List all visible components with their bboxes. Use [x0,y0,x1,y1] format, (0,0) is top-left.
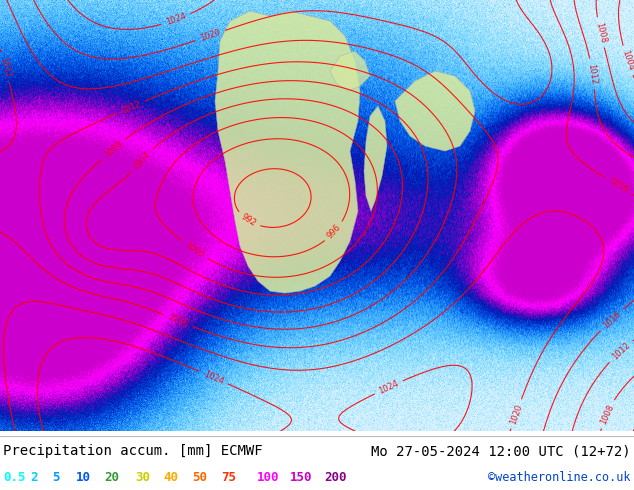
Text: Mo 27-05-2024 12:00 UTC (12+72): Mo 27-05-2024 12:00 UTC (12+72) [371,444,631,458]
Text: 1012: 1012 [586,63,598,85]
Polygon shape [215,11,360,293]
Text: 1008: 1008 [598,402,616,425]
Text: 996: 996 [326,223,343,241]
Polygon shape [330,51,370,91]
Text: 1012: 1012 [610,341,631,362]
Text: ©weatheronline.co.uk: ©weatheronline.co.uk [488,470,631,484]
Text: 100: 100 [257,470,279,484]
Text: 1020: 1020 [508,402,524,425]
Text: 1008: 1008 [102,139,124,160]
Text: 1024: 1024 [165,12,188,27]
Text: 30: 30 [135,470,150,484]
Text: 50: 50 [192,470,207,484]
Text: 150: 150 [290,470,313,484]
Text: 1024: 1024 [377,379,400,396]
Text: 1020: 1020 [199,28,222,43]
Text: 75: 75 [221,470,236,484]
Text: Precipitation accum. [mm] ECMWF: Precipitation accum. [mm] ECMWF [3,444,263,458]
Text: 20: 20 [105,470,120,484]
Text: 992: 992 [240,213,257,229]
Text: 5: 5 [53,470,60,484]
Text: 2: 2 [30,470,38,484]
Polygon shape [364,106,387,211]
Text: 1004: 1004 [131,149,152,171]
Text: 1004: 1004 [620,49,634,72]
Text: 1000: 1000 [183,241,205,260]
Text: 1012: 1012 [119,99,142,116]
Polygon shape [395,71,475,151]
Text: 1016: 1016 [601,309,623,330]
Text: 0.5: 0.5 [3,470,25,484]
Text: 10: 10 [76,470,91,484]
Text: 40: 40 [164,470,179,484]
Text: 1016: 1016 [607,176,630,195]
Text: 200: 200 [325,470,347,484]
Text: 1008: 1008 [594,21,607,44]
Text: 1012: 1012 [0,56,12,78]
Text: 1016: 1016 [167,313,190,329]
Text: 1024: 1024 [202,369,225,386]
